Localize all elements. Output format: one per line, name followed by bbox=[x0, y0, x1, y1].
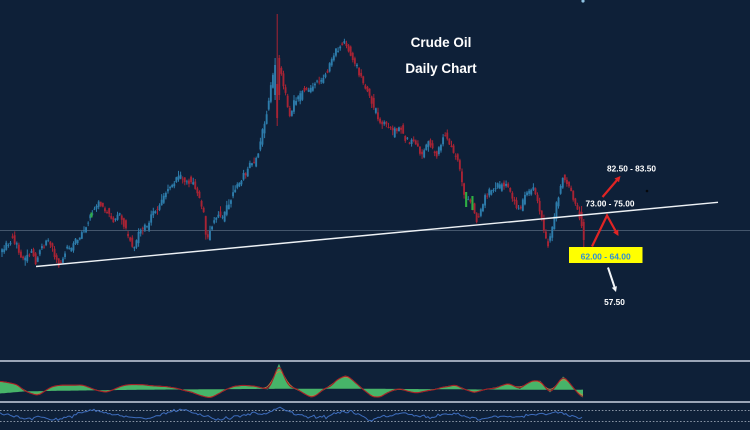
svg-text:73.00 - 75.00: 73.00 - 75.00 bbox=[586, 199, 635, 209]
svg-text:62.00 - 64.00: 62.00 - 64.00 bbox=[581, 252, 631, 262]
svg-text:Crude Oil: Crude Oil bbox=[411, 35, 472, 50]
svg-text:57.50: 57.50 bbox=[604, 297, 625, 307]
svg-text:Daily Chart: Daily Chart bbox=[405, 61, 477, 76]
svg-text:82.50 - 83.50: 82.50 - 83.50 bbox=[607, 164, 656, 174]
